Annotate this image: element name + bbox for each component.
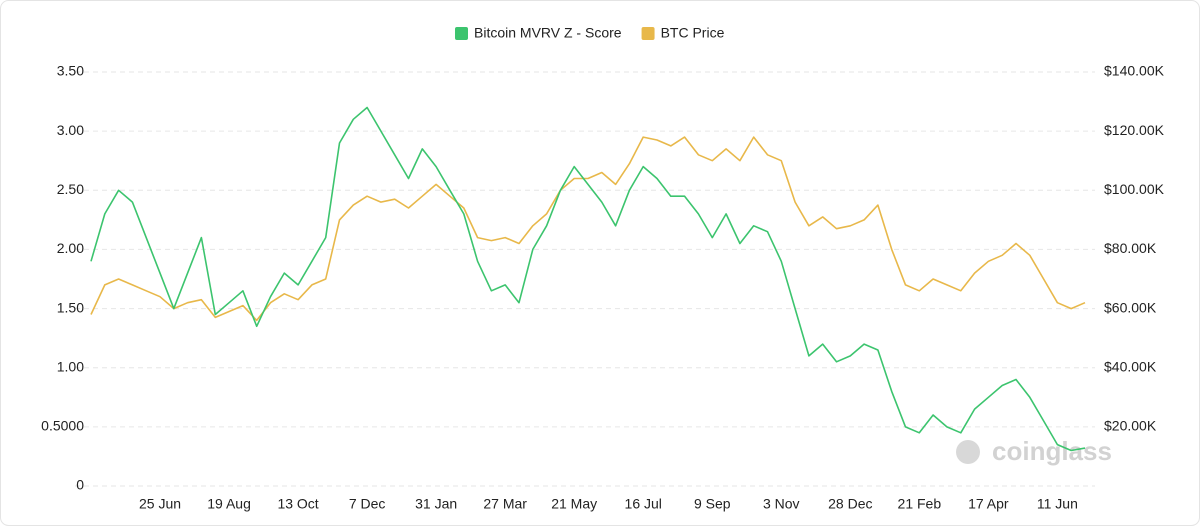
y-tick-label: 0.5000 [41,418,84,434]
y2-tick-label: $80.00K [1104,240,1157,256]
legend-label: BTC Price [661,25,725,41]
x-tick-label: 9 Sep [694,496,731,512]
series-line [90,106,1086,452]
x-tick-label: 7 Dec [349,496,386,512]
legend-label: Bitcoin MVRV Z - Score [474,25,622,41]
x-tick-label: 19 Aug [207,496,251,512]
y-tick-label: 1.50 [57,299,84,315]
y-tick-label: 1.00 [57,358,84,374]
y2-tick-label: $40.00K [1104,358,1157,374]
y-tick-label: 0 [76,477,84,493]
y2-tick-label: $100.00K [1104,181,1165,197]
y2-tick-label: $20.00K [1104,418,1157,434]
x-tick-label: 28 Dec [828,496,872,512]
x-tick-label: 21 May [551,496,597,512]
watermark-icon [956,440,980,464]
x-tick-label: 3 Nov [763,496,800,512]
x-tick-label: 16 Jul [625,496,662,512]
series-line [90,136,1086,322]
legend-swatch [641,27,655,40]
y2-tick-label: $140.00K [1104,63,1165,79]
x-tick-label: 17 Apr [968,496,1009,512]
x-tick-label: 11 Jun [1037,496,1078,512]
y-tick-label: 2.00 [57,240,84,256]
x-tick-label: 27 Mar [483,496,527,512]
y-tick-label: 3.50 [57,63,84,79]
legend-swatch [455,27,468,40]
y2-tick-label: $120.00K [1104,122,1165,138]
x-tick-label: 25 Jun [139,496,181,512]
x-tick-label: 13 Oct [277,496,318,512]
x-tick-label: 21 Feb [898,496,942,512]
watermark: coinglass [992,436,1112,466]
y2-tick-label: $60.00K [1104,299,1157,315]
y-tick-label: 3.00 [57,122,84,138]
y-tick-label: 2.50 [57,181,84,197]
x-tick-label: 31 Jan [415,496,457,512]
